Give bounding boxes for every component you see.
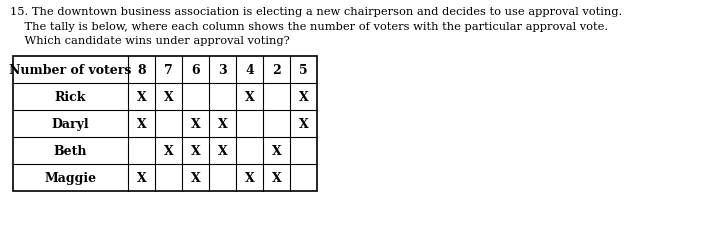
Text: X: X: [163, 91, 173, 104]
Text: X: X: [298, 117, 308, 130]
Text: 8: 8: [137, 64, 146, 77]
Text: X: X: [218, 144, 227, 157]
Text: 6: 6: [191, 64, 200, 77]
Text: X: X: [218, 117, 227, 130]
Text: Maggie: Maggie: [44, 171, 96, 184]
Text: X: X: [137, 91, 146, 104]
Bar: [13, 57, 317, 191]
Text: Rick: Rick: [55, 91, 86, 104]
Text: 3: 3: [218, 64, 227, 77]
Text: The tally is below, where each column shows the number of voters with the partic: The tally is below, where each column sh…: [10, 21, 608, 31]
Text: Daryl: Daryl: [51, 117, 89, 130]
Text: Beth: Beth: [54, 144, 87, 157]
Text: X: X: [137, 117, 146, 130]
Text: X: X: [272, 171, 282, 184]
Text: X: X: [298, 91, 308, 104]
Text: X: X: [191, 144, 201, 157]
Text: X: X: [272, 144, 282, 157]
Text: Number of voters: Number of voters: [9, 64, 132, 77]
Text: 15. The downtown business association is electing a new chairperson and decides : 15. The downtown business association is…: [10, 7, 622, 17]
Text: 2: 2: [272, 64, 281, 77]
Text: X: X: [191, 117, 201, 130]
Text: X: X: [191, 171, 201, 184]
Text: 7: 7: [164, 64, 173, 77]
Text: X: X: [163, 144, 173, 157]
Text: 4: 4: [245, 64, 254, 77]
Text: 5: 5: [299, 64, 308, 77]
Text: X: X: [244, 171, 254, 184]
Text: X: X: [244, 91, 254, 104]
Text: X: X: [137, 171, 146, 184]
Text: Which candidate wins under approval voting?: Which candidate wins under approval voti…: [10, 36, 290, 46]
